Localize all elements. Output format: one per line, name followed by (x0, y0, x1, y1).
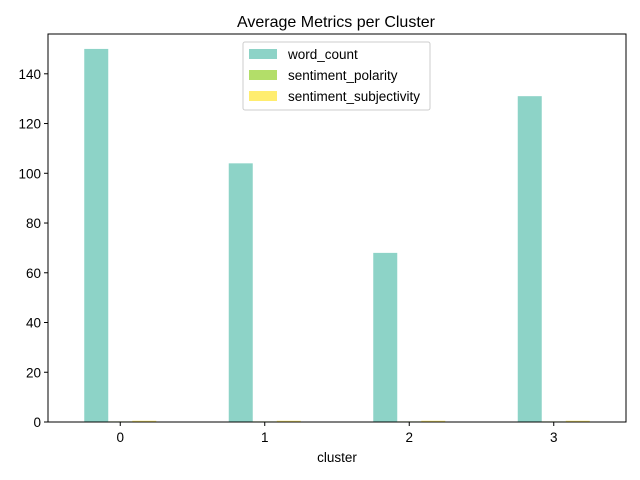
x-tick-label: 2 (405, 430, 413, 445)
bar-sentiment-subjectivity-cluster-2 (421, 420, 446, 422)
legend: word_count sentiment_polarity sentiment_su… (242, 41, 431, 111)
y-tick-label: 80 (26, 216, 41, 231)
x-tick-label: 3 (550, 430, 558, 445)
y-tick-label: 100 (18, 166, 41, 181)
y-tick-label: 20 (26, 365, 41, 380)
x-tick-label: 0 (116, 430, 124, 445)
x-tick-label: 1 (261, 430, 269, 445)
bar-sentiment-subjectivity-cluster-1 (276, 420, 301, 422)
legend-swatch-word-count (249, 49, 277, 59)
y-tick-label: 140 (18, 67, 41, 82)
legend-label-word-count: word_count (287, 47, 358, 62)
y-tick-label: 60 (26, 266, 41, 281)
bar-sentiment-subjectivity-cluster-0 (132, 420, 157, 422)
bar-word-count-cluster-2 (373, 252, 398, 422)
legend-swatch-sentiment-subjectivity (249, 91, 277, 101)
chart-title: Average Metrics per Cluster (237, 14, 436, 31)
bar-word-count-cluster-0 (84, 48, 109, 423)
y-tick-label: 120 (18, 117, 41, 132)
x-axis-label: cluster (317, 450, 357, 465)
legend-box (242, 41, 431, 111)
bar-sentiment-subjectivity-cluster-3 (565, 420, 590, 422)
legend-label-sentiment-subjectivity: sentiment_subjectivity (288, 89, 420, 104)
bar-word-count-cluster-1 (228, 163, 253, 423)
y-tick-label: 0 (33, 415, 41, 430)
legend-label-sentiment-polarity: sentiment_polarity (288, 68, 398, 83)
y-axis-ticks: 0 20 40 60 80 100 120 140 (18, 67, 48, 430)
plot-frame (47, 33, 627, 423)
legend-swatch-sentiment-polarity (249, 70, 277, 80)
bar-word-count-cluster-3 (517, 96, 542, 422)
x-axis-ticks: 0 1 2 3 (116, 422, 558, 445)
y-tick-label: 40 (26, 316, 41, 331)
bars-group (84, 48, 590, 423)
